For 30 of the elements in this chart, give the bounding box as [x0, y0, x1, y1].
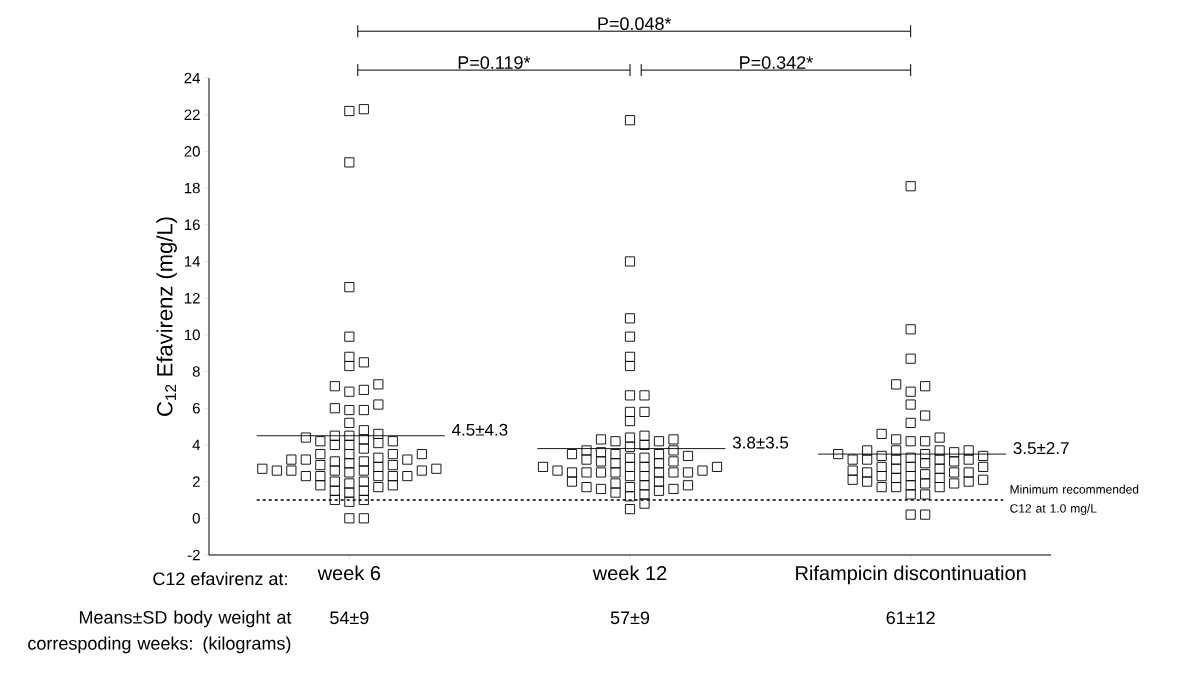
- text: 61±12: [886, 611, 935, 625]
- x-tick-label: Rifampicin discontinuation: [796, 565, 1026, 585]
- y-tick-label: 6: [192, 402, 200, 414]
- y-tick-label: -2: [187, 549, 200, 561]
- y-tick-label: 12: [184, 292, 200, 304]
- ref-line-label: Minimum recommended C12 at 1.0 mg/L: [1010, 484, 1139, 516]
- ref-line-label: 4.5±4.3: [451, 423, 508, 436]
- y-axis-title: C$_{12}$ Efavirenz (mg/L): [156, 217, 177, 416]
- y-tick-label: 20: [184, 146, 200, 157]
- y-tick-label: 2: [192, 476, 200, 487]
- text: 57±9: [610, 611, 650, 625]
- ref-line-label: 3.8±3.5: [732, 436, 789, 449]
- text: C12 efavirenz at:: [153, 571, 287, 586]
- y-tick-label: 16: [184, 219, 200, 231]
- y-tick-label: 14: [184, 256, 201, 267]
- y-tick-label: 18: [184, 182, 200, 194]
- y-tick-label: 22: [184, 109, 200, 120]
- text: Means±SD body weight at correspoding weeks: (kilograms): [28, 610, 292, 654]
- x-tick-label: week 6: [317, 565, 381, 581]
- text: 54±9: [330, 611, 369, 625]
- y-tick-label: 4: [192, 439, 201, 451]
- y-tick-label: 24: [184, 72, 201, 84]
- x-tick-label: week 12: [592, 565, 667, 581]
- ref-line-label: 3.5±2.7: [1013, 442, 1069, 455]
- y-tick-label: 0: [192, 512, 200, 524]
- text: P=0.342*: [740, 56, 813, 69]
- text: P=0.119*: [458, 56, 531, 69]
- text: P=0.048*: [598, 17, 672, 31]
- y-tick-label: 10: [184, 329, 200, 341]
- y-tick-label: 8: [192, 366, 200, 377]
